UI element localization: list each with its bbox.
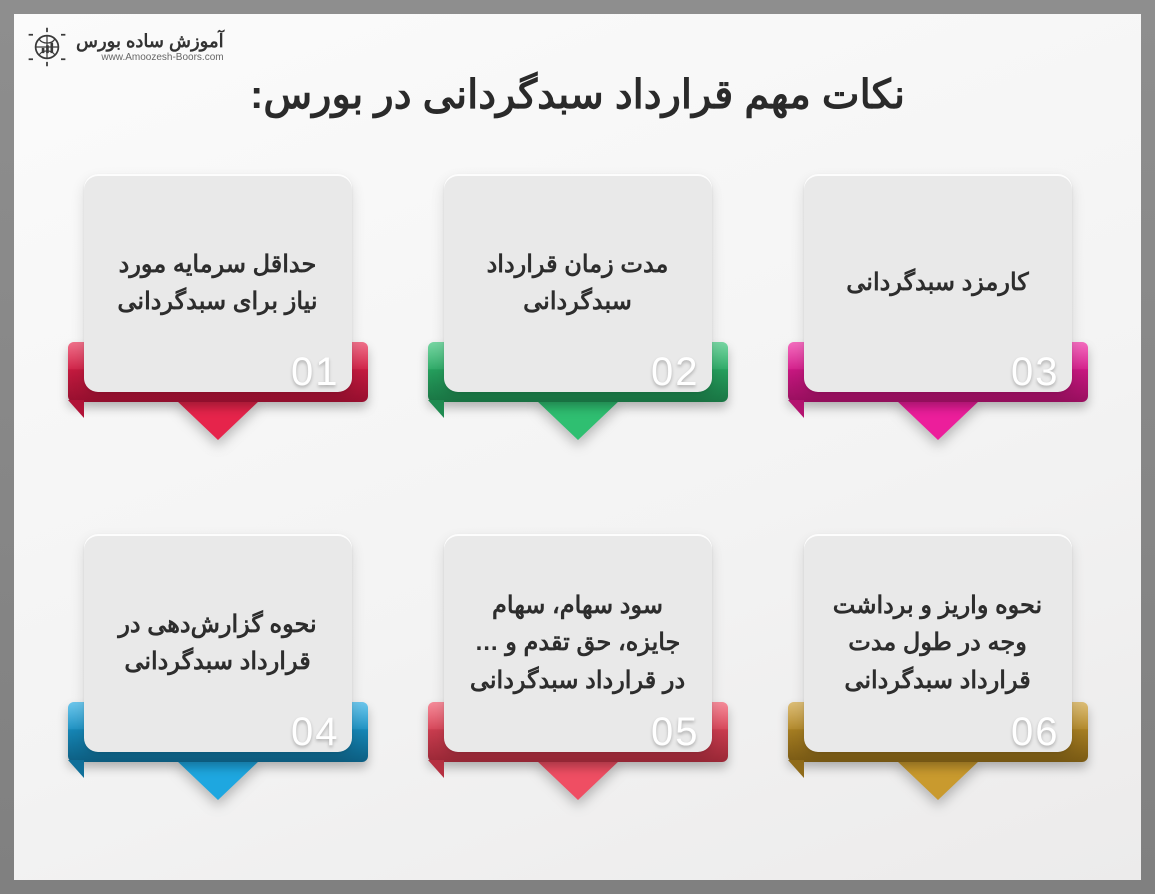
info-item-02: مدت زمان قرارداد سبدگردانی 02 bbox=[428, 174, 728, 494]
info-item-06: نحوه واریز و برداشت وجه در طول مدت قرارد… bbox=[788, 534, 1088, 854]
canvas: آموزش ساده بورس www.Amoozesh-Boors.com ن… bbox=[14, 14, 1141, 880]
card-text: حداقل سرمایه مورد نیاز برای سبدگردانی bbox=[104, 246, 332, 320]
item-number: 05 bbox=[651, 710, 700, 755]
item-number: 04 bbox=[291, 710, 340, 755]
info-item-05: سود سهام، سهام جایزه، حق تقدم و … در قرا… bbox=[428, 534, 728, 854]
info-item-03: کارمزد سبدگردانی 03 bbox=[788, 174, 1088, 494]
items-grid: حداقل سرمایه مورد نیاز برای سبدگردانی 01… bbox=[14, 174, 1141, 854]
item-number: 06 bbox=[1011, 710, 1060, 755]
card-text: نحوه واریز و برداشت وجه در طول مدت قرارد… bbox=[824, 587, 1052, 699]
card-text: سود سهام، سهام جایزه، حق تقدم و … در قرا… bbox=[464, 587, 692, 699]
item-number: 03 bbox=[1011, 350, 1060, 395]
card-text: کارمزد سبدگردانی bbox=[846, 264, 1028, 301]
card-text: نحوه گزارش‌دهی در قرارداد سبدگردانی bbox=[104, 606, 332, 680]
brand-name: آموزش ساده بورس bbox=[76, 31, 224, 52]
info-item-04: نحوه گزارش‌دهی در قرارداد سبدگردانی 04 bbox=[68, 534, 368, 854]
outer-frame: آموزش ساده بورس www.Amoozesh-Boors.com ن… bbox=[0, 0, 1155, 894]
brand-url: www.Amoozesh-Boors.com bbox=[76, 52, 224, 63]
item-number: 02 bbox=[651, 350, 700, 395]
card-text: مدت زمان قرارداد سبدگردانی bbox=[464, 246, 692, 320]
globe-chart-icon bbox=[26, 26, 68, 68]
item-number: 01 bbox=[291, 350, 340, 395]
info-item-01: حداقل سرمایه مورد نیاز برای سبدگردانی 01 bbox=[68, 174, 368, 494]
brand-logo: آموزش ساده بورس www.Amoozesh-Boors.com bbox=[26, 26, 224, 68]
brand-text: آموزش ساده بورس www.Amoozesh-Boors.com bbox=[76, 31, 224, 63]
